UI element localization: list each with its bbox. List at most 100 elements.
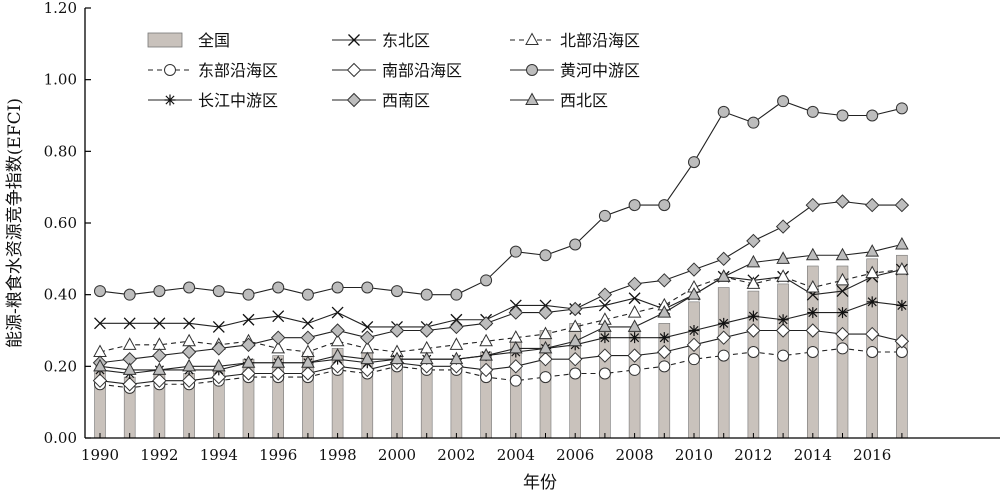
data-point [508, 340, 523, 354]
legend-label: 长江中游区 [198, 91, 278, 110]
data-point [776, 269, 790, 282]
y-ticks: 0.00 0.20 0.40 0.60 0.80 1.00 1.20 [44, 0, 91, 447]
x-tick-label: 1996 [259, 446, 297, 464]
data-point [391, 285, 403, 298]
data-point [627, 348, 642, 363]
data-point [450, 288, 463, 301]
x-tick-label: 2014 [794, 446, 832, 464]
data-point [597, 287, 613, 302]
bar-quanguo [717, 287, 730, 439]
x-tick-label: 1992 [140, 446, 178, 464]
y-axis-title: 能源-粮食水资源竞争指数(EFCI) [5, 98, 25, 348]
data-point [181, 344, 197, 360]
bar-quanguo [628, 330, 641, 439]
legend-marker [346, 62, 362, 78]
legend-item: 北部沿海区 [510, 31, 640, 50]
data-point [211, 341, 227, 356]
data-point [658, 199, 671, 212]
data-point [568, 319, 583, 332]
data-point [331, 281, 344, 294]
y-tick-label: 0.00 [44, 429, 77, 447]
data-point [123, 317, 136, 330]
data-point [479, 348, 493, 361]
data-point [153, 317, 166, 330]
data-point [688, 156, 700, 169]
data-point [272, 281, 285, 294]
data-point [866, 296, 878, 308]
legend-marker [164, 64, 176, 76]
data-point [212, 320, 225, 333]
data-point [806, 346, 819, 358]
data-point [628, 199, 641, 212]
data-point [567, 301, 583, 317]
legend-item: 南部沿海区 [332, 61, 462, 80]
x-tick-label: 1998 [319, 446, 357, 464]
data-point [777, 314, 789, 326]
data-point [330, 348, 345, 361]
data-point [241, 366, 256, 381]
data-point [836, 109, 849, 122]
series-line [99, 269, 902, 353]
y-tick-label: 0.20 [44, 357, 77, 375]
data-point [360, 330, 375, 345]
data-point [270, 330, 286, 345]
series-4 [94, 95, 908, 301]
data-point [508, 359, 524, 374]
series-3 [92, 323, 910, 392]
data-point [864, 326, 880, 342]
data-point [181, 373, 197, 388]
data-point [777, 349, 790, 362]
data-point [775, 219, 791, 234]
data-point [539, 371, 552, 384]
legend-label: 北部沿海区 [560, 31, 640, 50]
data-point [569, 238, 582, 251]
series-6 [92, 194, 910, 370]
data-point [805, 279, 820, 293]
data-point [777, 95, 790, 108]
data-point [122, 377, 137, 392]
data-point [835, 272, 850, 286]
data-point [894, 197, 910, 213]
data-point [301, 288, 314, 301]
data-point [895, 102, 908, 115]
data-point [776, 251, 790, 264]
data-point [746, 233, 761, 249]
data-point [717, 349, 730, 362]
data-point [92, 373, 108, 388]
data-point [389, 323, 405, 338]
series-line [99, 329, 903, 385]
series-7 [93, 236, 909, 375]
data-point [657, 273, 672, 288]
x-tick-label: 2008 [616, 446, 654, 464]
data-point [747, 116, 760, 129]
data-point [627, 319, 642, 332]
bar-quanguo [450, 366, 463, 439]
data-point [835, 247, 850, 261]
data-point [539, 249, 552, 262]
data-point [419, 351, 434, 365]
x-axis-title: 年份 [523, 473, 557, 493]
legend-item: 西北区 [510, 91, 608, 110]
data-point [836, 342, 849, 355]
legend-item: 东北区 [332, 31, 430, 50]
data-point [94, 317, 106, 330]
x-tick-label: 2000 [378, 446, 416, 464]
data-point [509, 374, 522, 387]
x-tick-label: 1990 [81, 446, 119, 464]
data-point [597, 348, 613, 363]
data-point [598, 209, 611, 222]
legend-marker [164, 94, 176, 106]
data-point [152, 362, 167, 375]
data-point [301, 317, 314, 330]
data-point [361, 281, 374, 294]
data-point [122, 362, 137, 375]
data-point [242, 313, 255, 326]
y-tick-label: 0.40 [44, 286, 77, 304]
x-ticks: 1990 1992 1994 1996 1998 2000 2002 2004 2006 2008… [81, 433, 903, 464]
data-point [866, 109, 879, 122]
legend-item: 黄河中游区 [510, 61, 640, 80]
data-point [182, 333, 196, 347]
series-line [99, 100, 903, 296]
data-point [806, 105, 819, 118]
x-tick-label: 2004 [497, 446, 535, 464]
